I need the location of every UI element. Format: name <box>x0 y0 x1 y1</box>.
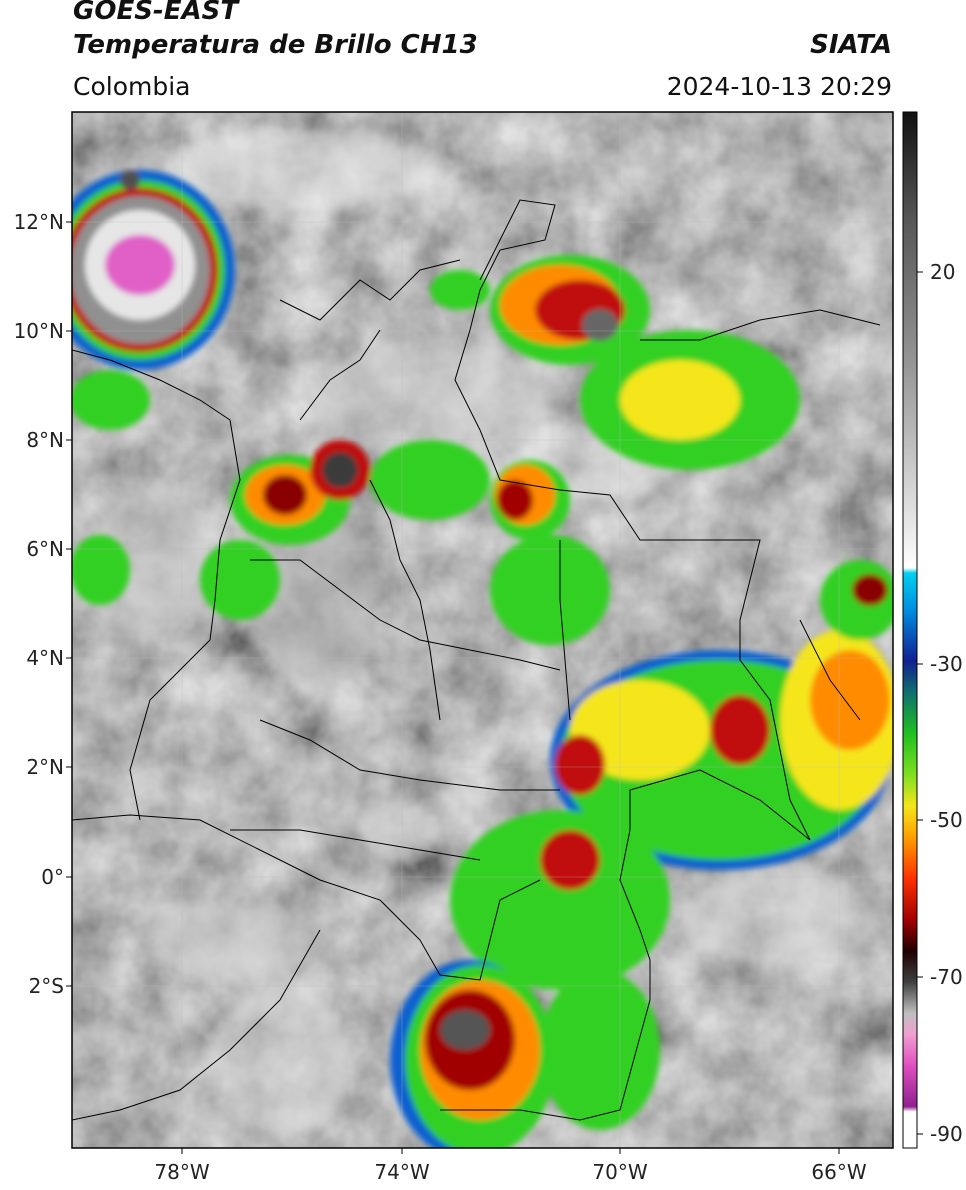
lat-label-8n: 8°N <box>26 428 64 452</box>
colorbar-label-minus90: -90 <box>930 1122 963 1146</box>
map-frame <box>71 111 894 1149</box>
colorbar-ticks <box>917 271 923 1135</box>
lat-label-2s: 2°S <box>28 974 64 998</box>
region-label: Colombia <box>73 72 191 101</box>
country-borders <box>72 199 881 1121</box>
graticule <box>72 112 893 1148</box>
lat-label-6n: 6°N <box>26 537 64 561</box>
brightness-temperature-map <box>72 112 893 1148</box>
organization-label: SIATA <box>810 30 892 60</box>
colorbar-label-minus50: -50 <box>930 808 963 832</box>
colorbar-label-minus70: -70 <box>930 965 963 989</box>
lon-label-70w: 70°W <box>592 1160 648 1184</box>
product-title: Temperatura de Brillo CH13 <box>73 30 478 60</box>
lon-label-66w: 66°W <box>811 1160 867 1184</box>
colorbar <box>902 111 918 1149</box>
lat-label-12n: 12°N <box>13 210 64 234</box>
satellite-title: GOES-EAST <box>73 0 239 26</box>
colorbar-label-minus30: -30 <box>930 652 963 676</box>
colorbar-label-20: 20 <box>930 260 956 284</box>
lat-label-2n: 2°N <box>26 755 64 779</box>
lon-label-78w: 78°W <box>154 1160 210 1184</box>
lon-label-74w: 74°W <box>374 1160 430 1184</box>
lat-label-4n: 4°N <box>26 646 64 670</box>
axis-ticks <box>66 221 840 1154</box>
lat-label-10n: 10°N <box>13 319 64 343</box>
datetime-label: 2024-10-13 20:29 <box>666 72 892 101</box>
lat-label-0: 0° <box>41 865 64 889</box>
